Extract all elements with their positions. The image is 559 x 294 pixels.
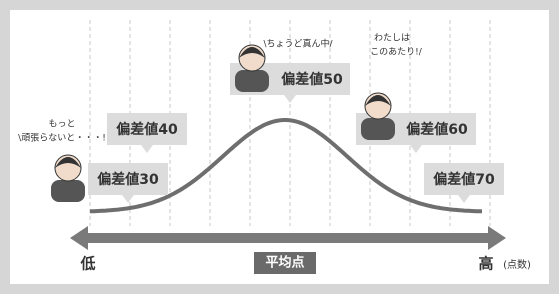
speech-text: \頑張らないと・・・! [18, 133, 106, 144]
face-body [51, 180, 85, 202]
callout-label: 偏差値60 [406, 121, 468, 138]
axis-center: 平均点 [265, 255, 304, 271]
callout-label: 偏差値70 [433, 171, 495, 188]
face-body [361, 118, 395, 140]
page: 低 平均点 高 (点数) 偏差値30 もっと \頑張らないと・・・! 偏差値40 偏差値… [0, 0, 559, 294]
callout-label: 偏差値40 [116, 121, 178, 138]
face-body [235, 70, 269, 92]
axis-unit: (点数) [503, 258, 531, 271]
speech-text: \ちょうど真ん中/ [263, 38, 333, 50]
speech-text: このあたり!/ [370, 47, 423, 58]
speech-text: わたしは [374, 33, 410, 44]
diagram: 低 平均点 高 (点数) 偏差値30 もっと \頑張らないと・・・! 偏差値40 偏差値… [0, 0, 559, 294]
speech-text: もっと [48, 119, 75, 130]
axis-low: 低 [79, 255, 95, 273]
axis-high: 高 [478, 255, 493, 273]
callout-label: 偏差値50 [281, 71, 343, 88]
callout-label: 偏差値30 [97, 171, 159, 188]
